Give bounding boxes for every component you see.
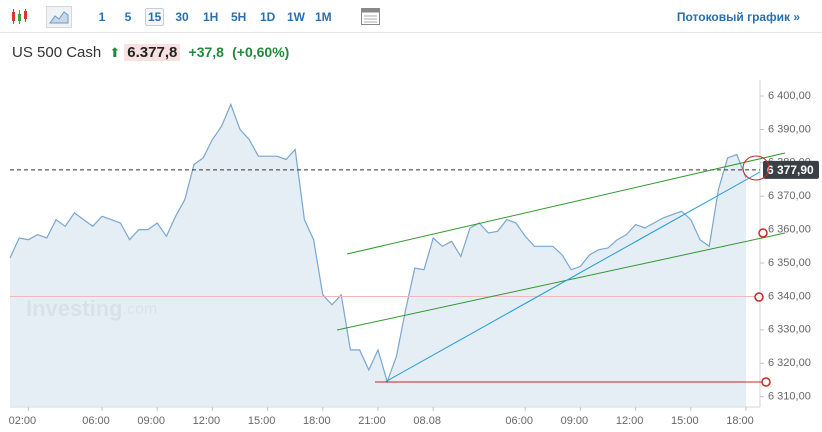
interval-button[interactable]: 5H — [231, 10, 247, 24]
x-tick-label: 18:00 — [726, 415, 754, 427]
y-tick-label: 6 370,00 — [768, 190, 811, 202]
x-tick-label: 09:00 — [561, 415, 589, 427]
interval-button[interactable]: 1H — [203, 10, 219, 24]
price-line — [9, 102, 747, 384]
table-icon[interactable] — [360, 7, 382, 27]
x-tick-label: 02:00 — [9, 415, 37, 427]
y-tick-label: 6 320,00 — [768, 357, 811, 369]
y-tick-label: 6 360,00 — [768, 224, 811, 236]
candles-icon[interactable] — [8, 7, 30, 27]
interval-button[interactable]: 1M — [315, 10, 332, 24]
y-tick-label: 6 330,00 — [768, 324, 811, 336]
toolbar: 1 5 15 30 1H 5H 1D 1W 1M Потоковый график » — [0, 0, 822, 33]
drawings — [336, 152, 786, 387]
y-tick-label: 6 400,00 — [768, 90, 811, 102]
y-tick-label: 6 340,00 — [768, 290, 811, 302]
handle — [742, 155, 770, 181]
x-tick-label: 18:00 — [303, 415, 331, 427]
handle — [758, 228, 768, 238]
price-tag — [763, 160, 819, 179]
interval-button[interactable]: 1D — [260, 10, 276, 24]
trend-line — [384, 171, 761, 383]
x-tick-label: 06:00 — [505, 415, 533, 427]
interval-button[interactable]: 15 — [145, 8, 165, 26]
trend-line — [336, 232, 786, 331]
price: 6.377,8 — [124, 44, 181, 61]
x-tick-label: 15:00 — [671, 415, 699, 427]
instrument-name: US 500 Cash — [12, 44, 102, 61]
x-tick-label: 12:00 — [193, 415, 221, 427]
x-tick-label: 06:00 — [82, 415, 110, 427]
handle — [754, 292, 764, 302]
y-tick-label: 6 310,00 — [768, 391, 811, 403]
stream-link[interactable]: Потоковый график » — [676, 10, 800, 24]
trend-line — [346, 152, 786, 255]
y-tick-label: 6 350,00 — [768, 257, 811, 269]
y-tick-label: 6 390,00 — [768, 123, 811, 135]
x-tick-label: 08.08 — [413, 415, 441, 427]
x-tick-label: 12:00 — [616, 415, 644, 427]
interval-button[interactable]: 5 — [124, 10, 132, 24]
x-tick-label: 15:00 — [248, 415, 276, 427]
price-tag-label: 6 377,90 — [767, 163, 814, 177]
quote: US 500 Cash ⬆ 6.377,8 +37,8 (+0,60%) — [12, 44, 293, 61]
change: +37,8 — [188, 44, 224, 60]
area-fill — [10, 104, 746, 408]
interval-button[interactable]: 1W — [287, 10, 305, 24]
x-tick-label: 21:00 — [358, 415, 386, 427]
interval-button[interactable]: 1 — [98, 10, 106, 24]
area-icon[interactable] — [46, 6, 72, 28]
x-tick-label: 09:00 — [137, 415, 165, 427]
interval-button[interactable]: 30 — [175, 10, 189, 24]
change-pct: (+0,60%) — [232, 44, 290, 60]
handle — [761, 377, 771, 387]
up-arrow: ⬆ — [109, 45, 121, 60]
